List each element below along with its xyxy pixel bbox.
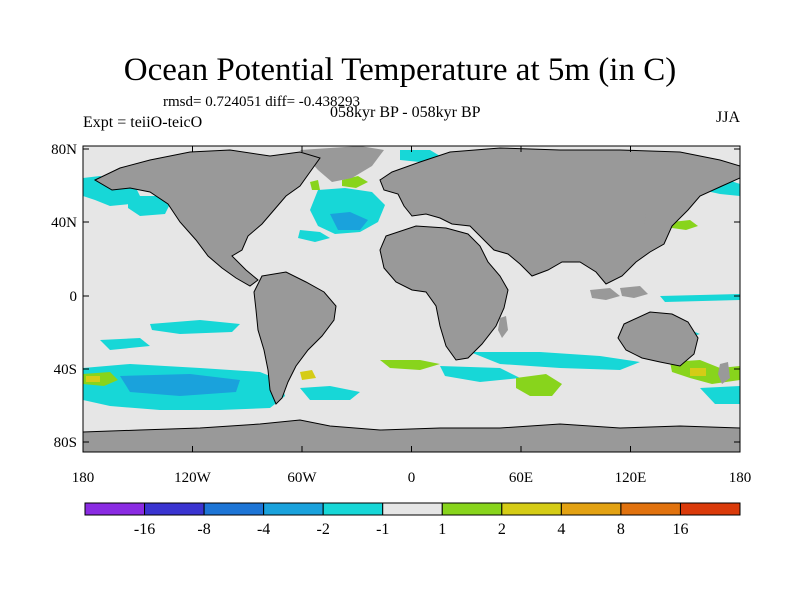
- lon-tick-label: 60E: [509, 470, 533, 486]
- coastline: [93, 149, 321, 287]
- colorbar-swatch: [144, 502, 205, 516]
- colorbar-swatch: [263, 502, 324, 516]
- anomaly-patch: [672, 220, 698, 230]
- africa: [380, 226, 508, 360]
- anomaly-patch: [342, 176, 368, 188]
- colorbar-label: -2: [317, 521, 330, 538]
- colorbar-label: 1: [438, 521, 446, 538]
- maritime-continent: [590, 288, 620, 300]
- experiment-label: Expt = teiiO-teicO: [83, 114, 203, 131]
- lon-tick-label: 120E: [615, 470, 647, 486]
- colorbar-label: -1: [376, 521, 389, 538]
- north-america: [95, 150, 320, 286]
- anomaly-patch: [298, 230, 330, 242]
- antarctica: [83, 420, 740, 452]
- anomaly-patch: [128, 196, 170, 216]
- colorbar-swatch: [501, 502, 562, 516]
- land-masses: [83, 146, 740, 452]
- axis-ticks: [82, 146, 741, 452]
- colorbar-label: 2: [498, 521, 506, 538]
- anomaly-patch: [660, 294, 740, 302]
- anomaly-patch: [380, 360, 440, 370]
- coastline: [379, 147, 740, 285]
- colorbar-swatch: [382, 502, 443, 516]
- anomaly-patch: [470, 352, 640, 370]
- lat-tick-label: 40S: [54, 362, 77, 378]
- season-label: JJA: [716, 109, 741, 126]
- coastline: [83, 419, 740, 433]
- coastline: [253, 271, 337, 405]
- lon-tick-label: 180: [729, 470, 752, 486]
- colorbar-label: 8: [617, 521, 625, 538]
- colorbar-label: -4: [257, 521, 270, 538]
- latitude-tick-labels: 80N 40N 0 40S 80S: [51, 142, 77, 451]
- coastlines: [83, 147, 740, 433]
- anomaly-patch: [150, 320, 240, 334]
- anomaly-patch: [310, 180, 320, 190]
- colorbar-swatch: [620, 502, 681, 516]
- colorbar-label: 4: [557, 521, 565, 538]
- lat-tick-label: 80N: [51, 142, 77, 158]
- anomaly-patch: [86, 376, 100, 382]
- longitude-tick-labels: 180 120W 60W 0 60E 120E 180: [72, 470, 752, 486]
- colorbar-swatch: [322, 502, 384, 516]
- colorbar-swatch: [84, 502, 146, 516]
- lon-tick-label: 0: [408, 470, 416, 486]
- anomaly-patch: [120, 374, 240, 396]
- colorbar: [84, 502, 741, 516]
- colorbar-labels: -16 -8 -4 -2 -1 1 2 4 8 16: [134, 521, 689, 538]
- eurasia: [380, 148, 740, 284]
- lat-tick-label: 0: [70, 289, 78, 305]
- anomaly-patch: [300, 386, 360, 400]
- lat-tick-label: 40N: [51, 215, 77, 231]
- south-america: [254, 272, 336, 404]
- greenland: [300, 146, 384, 182]
- colorbar-label: 16: [672, 521, 688, 538]
- lon-tick-label: 60W: [287, 470, 317, 486]
- rmsd-stats: rmsd= 0.724051 diff= -0.438293: [163, 94, 361, 110]
- anomaly-patch: [700, 386, 740, 404]
- period-label: 058kyr BP - 058kyr BP: [330, 104, 481, 121]
- colorbar-swatch: [679, 502, 741, 516]
- temperature-anomaly-patches: [83, 150, 740, 410]
- lon-tick-label: 180: [72, 470, 95, 486]
- japan: [644, 210, 658, 232]
- anomaly-patch: [690, 368, 706, 376]
- anomaly-patch: [310, 188, 385, 234]
- anomaly-patch: [100, 338, 150, 350]
- colorbar-swatch: [560, 502, 622, 516]
- colorbar-label: -8: [197, 521, 210, 538]
- anomaly-patch: [83, 372, 118, 386]
- anomaly-patch: [440, 366, 520, 382]
- map-content: [83, 146, 740, 452]
- colorbar-label: -16: [134, 521, 155, 538]
- lon-tick-label: 120W: [174, 470, 212, 486]
- australia: [618, 312, 698, 366]
- anomaly-patch: [330, 212, 368, 230]
- map-title: Ocean Potential Temperature at 5m (in C): [123, 52, 677, 88]
- colorbar-swatch: [203, 502, 265, 516]
- new-zealand: [718, 362, 730, 384]
- coastline: [617, 311, 699, 367]
- anomaly-patch: [516, 374, 562, 396]
- lat-tick-label: 80S: [54, 435, 77, 451]
- maritime-continent: [620, 286, 648, 298]
- anomaly-patch: [300, 370, 316, 380]
- coastline: [379, 225, 509, 361]
- anomaly-patch: [83, 176, 140, 206]
- madagascar: [498, 316, 508, 338]
- colorbar-swatch: [441, 502, 503, 516]
